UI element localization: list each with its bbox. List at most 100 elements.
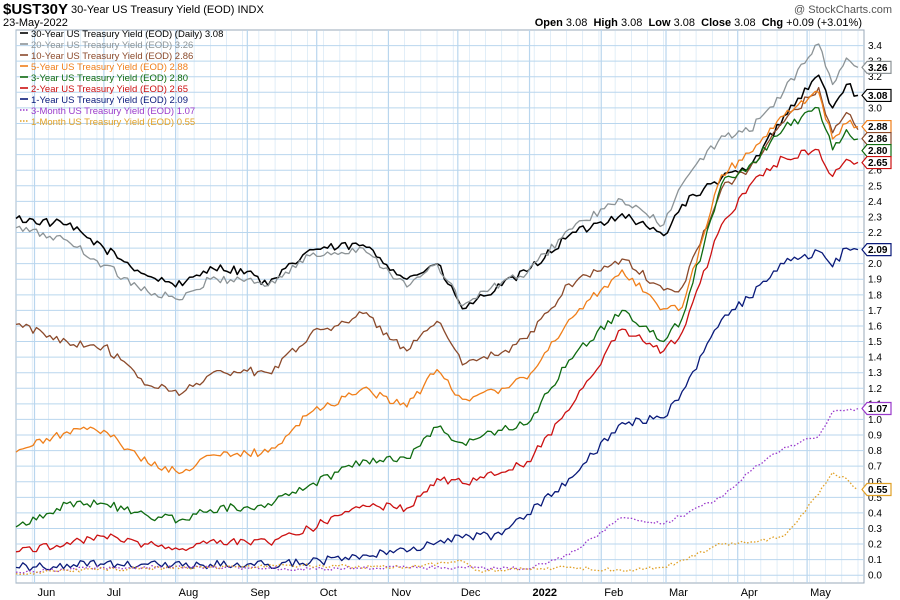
attribution: @ StockCharts.com	[794, 4, 892, 16]
legend-label: 10-Year US Treasury Yield (EOD) 2.86	[31, 51, 193, 62]
y-tick-label: 2.0	[868, 259, 882, 270]
y-tick-label: 0.4	[868, 508, 882, 519]
legend-item-m3: 3-Month US Treasury Yield (EOD) 1.07	[20, 106, 195, 117]
y-tick-label: 1.8	[868, 290, 882, 301]
y-tick-label: 1.7	[868, 306, 882, 317]
legend-item-m1: 1-Month US Treasury Yield (EOD) 0.55	[20, 117, 195, 128]
y-tick-label: 0.2	[868, 540, 882, 551]
chg-label: Chg	[761, 17, 784, 29]
legend-label: 1-Year US Treasury Yield (EOD) 2.09	[31, 95, 188, 106]
value-tag-y20: 3.26	[861, 60, 892, 74]
chg-value: +0.09 (+3.01%)	[786, 17, 862, 29]
y-tick-label: 0.5	[868, 493, 882, 504]
value-tag-label: 3.08	[868, 91, 888, 102]
y-tick-label: 2.2	[868, 228, 882, 239]
y-tick-label: 3.2	[868, 72, 882, 83]
y-tick-label: 1.9	[868, 275, 882, 286]
low-label: Low	[648, 17, 671, 29]
legend-label: 20-Year US Treasury Yield (EOD) 3.26	[31, 40, 193, 51]
exchange-label: INDX	[237, 4, 264, 16]
series-line-y2	[15, 148, 859, 553]
series-line-y20	[15, 43, 859, 307]
x-tick-label: Aug	[179, 587, 199, 599]
x-tick-label: Sep	[250, 587, 270, 599]
x-tick-label: Oct	[320, 587, 337, 599]
chart-date: 23-May-2022	[3, 17, 68, 29]
legend-label: 30-Year US Treasury Yield (EOD) (Daily) …	[31, 29, 223, 40]
legend-item-y1: 1-Year US Treasury Yield (EOD) 2.09	[20, 95, 188, 106]
x-tick-label: Feb	[604, 587, 623, 599]
value-tag-label: 2.09	[868, 245, 888, 256]
y-tick-label: 0.1	[868, 555, 882, 566]
close-value: 3.08	[734, 17, 756, 29]
y-tick-label: 0.3	[868, 524, 882, 535]
open-label: Open	[534, 17, 563, 29]
value-tag-box	[861, 243, 892, 257]
value-tag-m3: 1.07	[861, 401, 892, 416]
legend-item-y10: 10-Year US Treasury Yield (EOD) 2.86	[20, 51, 193, 62]
plot-area	[15, 29, 865, 584]
close-label: Close	[701, 17, 732, 29]
value-tag-label: 1.07	[868, 404, 888, 415]
series-line-y5	[15, 90, 859, 475]
y-tick-label: 1.6	[868, 321, 882, 332]
ohlc-readout: Open 3.08 High 3.08 Low 3.08 Close 3.08 …	[535, 17, 862, 29]
legend-item-y20: 20-Year US Treasury Yield (EOD) 3.26	[20, 40, 193, 51]
y-tick-label: 1.5	[868, 337, 882, 348]
series-line-m1	[15, 471, 859, 576]
value-tag-y30: 3.08	[861, 88, 892, 103]
open-value: 3.08	[565, 17, 588, 29]
y-tick-label: 0.8	[868, 446, 882, 457]
series-line-y1	[15, 247, 859, 572]
value-tag-y3: 2.80	[861, 143, 892, 158]
y-tick-label: 3.4	[868, 41, 882, 52]
y-tick-label: 0.6	[868, 477, 882, 488]
y-tick-label: 2.5	[868, 181, 882, 192]
y-tick-label: 0.7	[868, 462, 882, 473]
value-tag-box	[861, 60, 892, 74]
value-tag-box	[861, 119, 892, 134]
x-tick-label: Apr	[741, 587, 758, 599]
value-tag-box	[861, 131, 892, 146]
legend-label: 1-Month US Treasury Yield (EOD) 0.55	[31, 117, 195, 128]
legend-label: 2-Year US Treasury Yield (EOD) 2.65	[31, 84, 188, 95]
y-tick-label: 1.2	[868, 384, 882, 395]
x-tick-label: Dec	[461, 587, 481, 599]
value-tag-label: 2.65	[868, 158, 888, 169]
y-tick-label: 1.0	[868, 415, 882, 426]
high-label: High	[593, 17, 618, 29]
value-tag-box	[861, 143, 892, 158]
value-tag-y5: 2.88	[861, 119, 892, 134]
y-tick-label: 2.6	[868, 166, 882, 177]
value-tag-label: 2.86	[868, 134, 888, 145]
value-tag-m1: 0.55	[861, 482, 892, 497]
legend-label: 5-Year US Treasury Yield (EOD) 2.88	[31, 62, 188, 73]
legend-item-y2: 2-Year US Treasury Yield (EOD) 2.65	[20, 84, 188, 95]
x-tick-label: May	[810, 587, 831, 599]
high-value: 3.08	[620, 17, 643, 29]
y-tick-label: 2.3	[868, 212, 882, 223]
legend-label: 3-Year US Treasury Yield (EOD) 2.80	[31, 73, 188, 84]
y-tick-label: 1.4	[868, 353, 882, 364]
y-tick-label: 1.3	[868, 368, 882, 379]
x-tick-label: 2022	[533, 587, 557, 599]
x-tick-label: Mar	[669, 587, 688, 599]
y-tick-label: 0.9	[868, 431, 882, 442]
value-tag-y2: 2.65	[861, 155, 892, 170]
value-tag-label: 0.55	[868, 485, 888, 496]
y-tick-label: 0.0	[868, 571, 882, 582]
legend-label: 3-Month US Treasury Yield (EOD) 1.07	[31, 106, 195, 117]
x-tick-label: Jun	[38, 587, 56, 599]
legend-item-y30: 30-Year US Treasury Yield (EOD) (Daily) …	[20, 29, 223, 40]
series-line-y3	[15, 106, 859, 528]
value-tag-box	[861, 401, 892, 416]
value-tag-label: 2.80	[868, 146, 888, 157]
x-tick-label: Jul	[107, 587, 121, 599]
value-tag-label: 3.26	[868, 63, 888, 74]
value-tag-label: 2.88	[868, 122, 888, 133]
value-tag-y10: 2.86	[861, 131, 892, 146]
low-value: 3.08	[673, 17, 695, 29]
value-tag-box	[861, 88, 892, 103]
